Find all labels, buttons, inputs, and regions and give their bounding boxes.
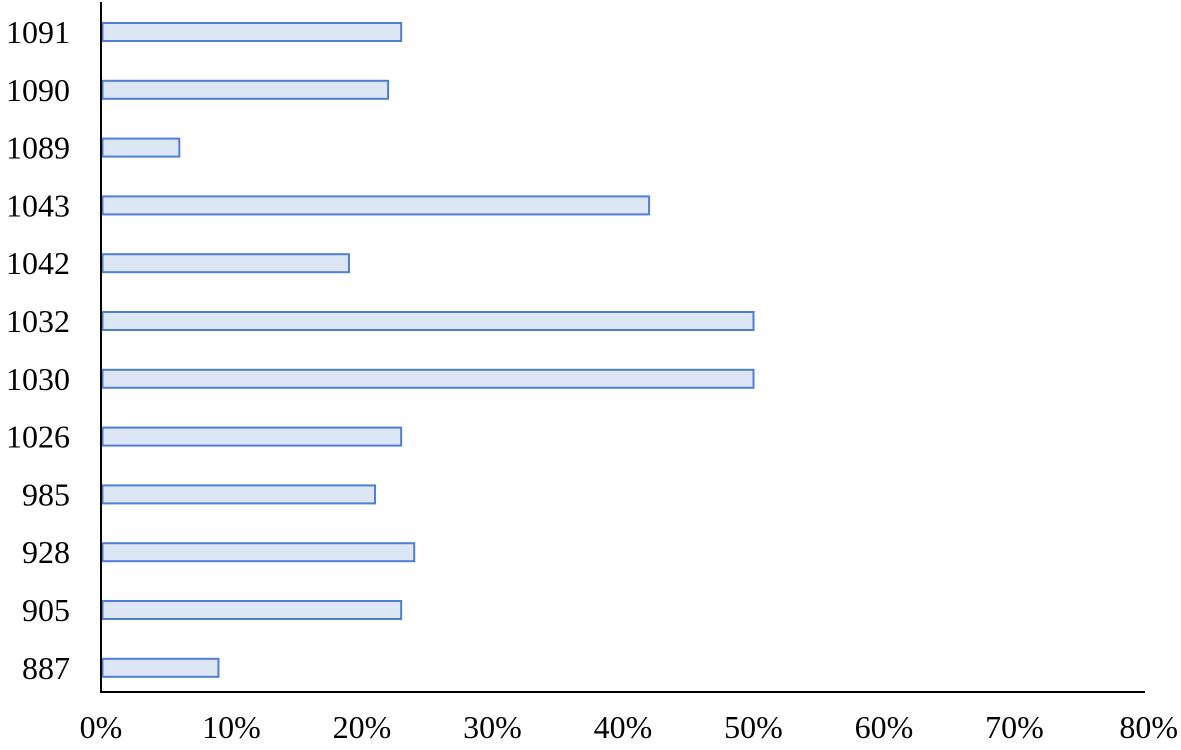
y-tick-label-905: 905 [22,592,70,628]
x-tick-labels: 0% 10% 20% 30% 40% 50% 60% 70% 80% [80,709,1178,745]
y-tick-label-985: 985 [22,476,70,512]
x-tick-label-10: 10% [202,709,261,745]
y-tick-label-1091: 1091 [6,14,70,50]
bar-928 [101,542,416,563]
bar-1042 [101,253,350,274]
x-tick-label-20: 20% [333,709,392,745]
bar-1030 [101,368,755,389]
y-tick-label-887: 887 [22,650,70,686]
x-tick-label-40: 40% [594,709,653,745]
x-tick-label-70: 70% [985,709,1044,745]
x-tick-label-80: 80% [1119,709,1178,745]
y-tick-label-1042: 1042 [6,245,70,281]
bar-1089 [101,137,181,158]
bar-1090 [101,79,390,100]
y-tick-labels: 1091 1090 1089 1043 1042 1032 1030 1026 985 928 90… [6,14,70,686]
bar-1032 [101,311,755,331]
bar-1026 [101,426,403,447]
y-tick-label-1026: 1026 [6,419,70,455]
x-tick-label-50: 50% [724,709,783,745]
bar-887 [101,657,220,678]
bar-985 [101,484,377,505]
y-tick-label-1030: 1030 [6,361,70,397]
x-tick-label-30: 30% [463,709,522,745]
bar-905 [101,600,403,620]
y-tick-label-1032: 1032 [6,303,70,339]
bar-1043 [101,195,651,216]
y-tick-label-1043: 1043 [6,187,70,223]
y-tick-label-928: 928 [22,534,70,570]
x-tick-label-0: 0% [80,709,123,745]
bars-group [101,22,755,678]
bar-1091 [101,22,403,42]
y-tick-label-1090: 1090 [6,72,70,108]
y-tick-label-1089: 1089 [6,130,70,166]
x-tick-label-60: 60% [855,709,914,745]
